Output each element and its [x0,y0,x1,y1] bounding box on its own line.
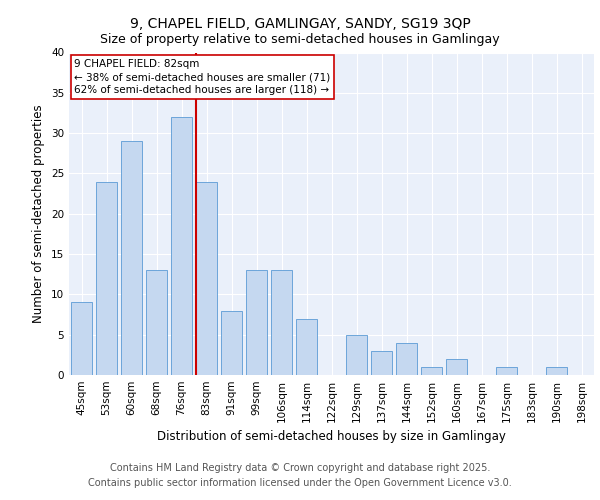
X-axis label: Distribution of semi-detached houses by size in Gamlingay: Distribution of semi-detached houses by … [157,430,506,444]
Bar [296,318,317,375]
Bar [446,359,467,375]
Bar [371,351,392,375]
Bar [396,343,417,375]
Bar [196,182,217,375]
Bar [421,367,442,375]
Text: 9, CHAPEL FIELD, GAMLINGAY, SANDY, SG19 3QP: 9, CHAPEL FIELD, GAMLINGAY, SANDY, SG19 … [130,18,470,32]
Bar [271,270,292,375]
Text: Size of property relative to semi-detached houses in Gamlingay: Size of property relative to semi-detach… [100,32,500,46]
Bar [496,367,517,375]
Text: 9 CHAPEL FIELD: 82sqm
← 38% of semi-detached houses are smaller (71)
62% of semi: 9 CHAPEL FIELD: 82sqm ← 38% of semi-deta… [74,59,331,96]
Bar [346,334,367,375]
Bar [171,117,192,375]
Bar [246,270,267,375]
Text: Contains HM Land Registry data © Crown copyright and database right 2025.
Contai: Contains HM Land Registry data © Crown c… [88,462,512,487]
Bar [146,270,167,375]
Bar [96,182,117,375]
Bar [121,141,142,375]
Y-axis label: Number of semi-detached properties: Number of semi-detached properties [32,104,46,323]
Bar [71,302,92,375]
Bar [221,310,242,375]
Bar [546,367,567,375]
